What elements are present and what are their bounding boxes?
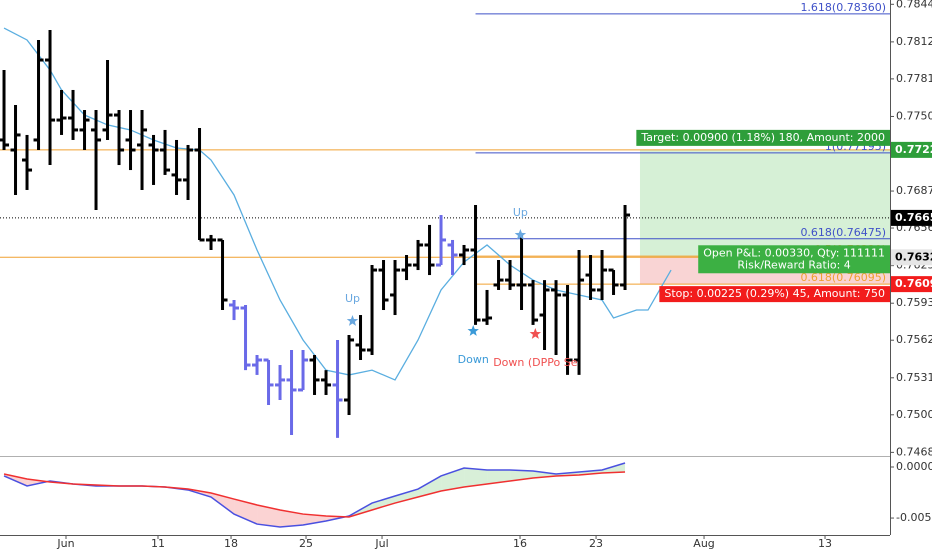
- indicator-fill: [395, 489, 419, 504]
- x-tick-label: 11: [151, 537, 165, 550]
- signal-label: Down: [458, 353, 489, 366]
- x-tick-label: 23: [589, 537, 603, 550]
- indicator-fill: [234, 499, 258, 525]
- price-label-box: [891, 141, 932, 158]
- signal-star: [346, 314, 359, 326]
- position-box: [698, 245, 890, 274]
- signal-star: [514, 228, 527, 240]
- indicator-fill: [257, 504, 281, 528]
- indicator-fill: [464, 468, 488, 488]
- x-tick-label: 16: [513, 537, 527, 550]
- date-axis-background: [0, 535, 890, 550]
- target-zone: [639, 149, 890, 258]
- indicator-line: [3, 471, 626, 518]
- position-label: Risk/Reward Ratio: 4: [737, 258, 850, 271]
- x-tick-label: 13: [818, 537, 832, 550]
- position-label: Open P&L: 0.00330, Qty: 111111: [703, 246, 885, 259]
- signal-label: Down (DPPo Se: [493, 356, 578, 369]
- price-label: 0.76320: [895, 250, 932, 263]
- price-label-box: [891, 209, 932, 226]
- indicator-fill: [441, 468, 465, 491]
- signal-star: [467, 325, 479, 336]
- price-label: 0.76095: [895, 277, 932, 290]
- price-label: 0.77220: [895, 143, 932, 156]
- signal-star: [529, 328, 542, 339]
- y-tick-label: 0.75625: [896, 333, 932, 346]
- position-box: [659, 286, 890, 303]
- y-tick-label: 0.75935: [896, 296, 932, 309]
- y-tick-label: 0.76875: [896, 184, 932, 197]
- fib-label: 0.618(0.76095): [800, 271, 886, 284]
- indicator-fill: [372, 495, 396, 510]
- indicator-fill: [280, 509, 304, 528]
- fib-label: 0.618(0.76475): [800, 226, 886, 239]
- position-box: [636, 129, 890, 146]
- x-tick-label: 18: [224, 537, 238, 550]
- price-label: 0.76650: [895, 211, 932, 224]
- position-label: Stop: 0.00225 (0.29%) 45, Amount: 750: [664, 287, 885, 300]
- x-tick-label: Jul: [374, 537, 388, 550]
- indicator-fill: [303, 514, 327, 525]
- price-label-box: [891, 276, 932, 293]
- price-label-box: [891, 249, 932, 266]
- axis-background: [890, 0, 932, 550]
- x-tick-label: Jun: [56, 537, 74, 550]
- y-tick-label: 0.78125: [896, 35, 932, 48]
- fib-label: 1.618(0.78360): [800, 1, 886, 14]
- indicator-fill: [487, 469, 511, 485]
- x-tick-label: 25: [299, 537, 313, 550]
- y-tick-label: -0.0050: [896, 511, 932, 524]
- position-label: Target: 0.00900 (1.18%) 180, Amount: 200…: [640, 131, 885, 144]
- y-tick-label: 0.74685: [896, 445, 932, 458]
- signal-label: Up: [513, 206, 528, 219]
- x-tick-label: Aug: [693, 537, 714, 550]
- moving-average: [3, 27, 672, 381]
- signal-label: Up: [345, 292, 360, 305]
- y-tick-label: 0.0000: [896, 460, 932, 473]
- y-tick-label: 0.77815: [896, 72, 932, 85]
